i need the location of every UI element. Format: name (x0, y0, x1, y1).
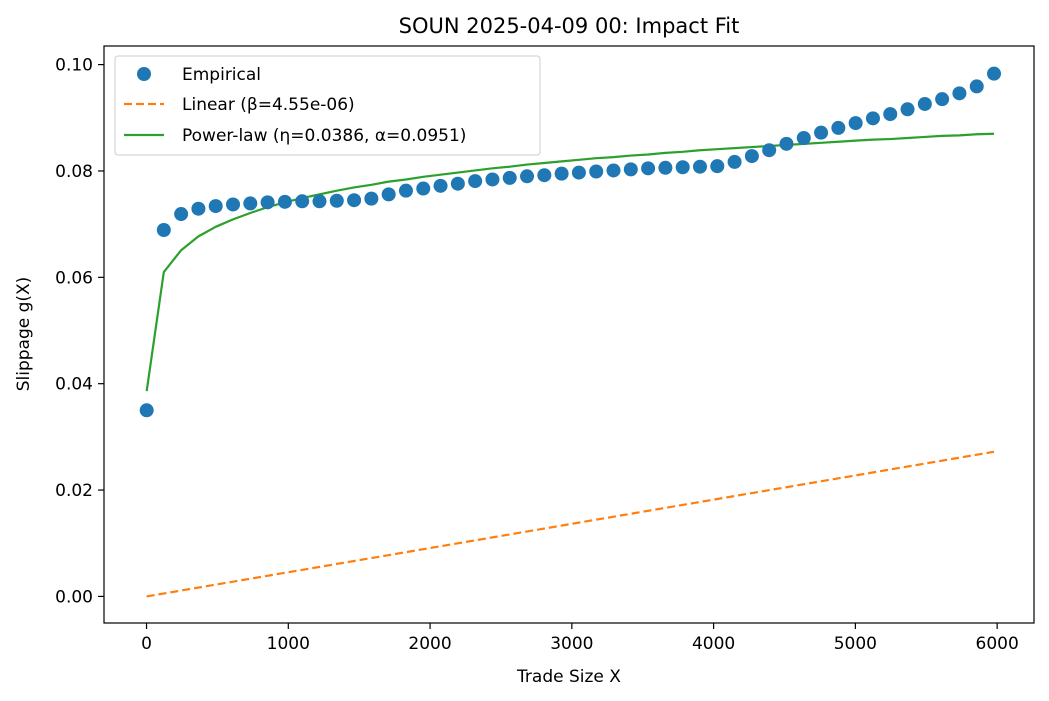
empirical-point (883, 107, 898, 122)
y-tick-label: 0.04 (55, 375, 93, 395)
empirical-point (139, 403, 154, 418)
empirical-point (692, 159, 707, 174)
empirical-point (623, 162, 638, 177)
legend-label-empirical: Empirical (182, 65, 261, 85)
empirical-point (727, 154, 742, 169)
empirical-point (917, 96, 932, 111)
empirical-point (156, 223, 171, 238)
empirical-point (987, 66, 1002, 81)
x-tick-label: 6000 (976, 634, 1019, 654)
y-tick-label: 0.00 (55, 587, 93, 607)
empirical-point (468, 174, 483, 189)
empirical-point (589, 164, 604, 179)
empirical-point (658, 160, 673, 175)
empirical-point (277, 194, 292, 209)
empirical-point (295, 194, 310, 209)
empirical-point (762, 143, 777, 158)
empirical-point (485, 172, 500, 187)
empirical-point (744, 149, 759, 164)
y-axis-label: Slippage g(X) (14, 277, 34, 392)
empirical-point (606, 163, 621, 178)
empirical-point (952, 86, 967, 101)
y-tick-label: 0.06 (55, 268, 93, 288)
y-tick-label: 0.08 (55, 162, 93, 182)
y-axis-ticks: 0.00 0.02 0.04 0.06 0.08 0.10 (55, 56, 104, 607)
plot-frame (103, 45, 1035, 624)
empirical-point (208, 199, 223, 214)
x-tick-label: 0 (141, 634, 152, 654)
empirical-point (520, 169, 535, 184)
empirical-point (814, 125, 829, 140)
empirical-point (433, 178, 448, 193)
x-tick-label: 5000 (834, 634, 877, 654)
empirical-point (347, 193, 362, 208)
empirical-point (416, 181, 431, 196)
empirical-point (935, 92, 950, 107)
empirical-point (312, 194, 327, 209)
empirical-point (191, 201, 206, 216)
x-axis-label: Trade Size X (516, 667, 621, 687)
legend-frame (114, 55, 541, 156)
empirical-point (364, 191, 379, 206)
x-tick-label: 4000 (692, 634, 735, 654)
empirical-point (502, 170, 517, 185)
empirical-point (226, 197, 241, 212)
chart-title: SOUN 2025-04-09 00: Impact Fit (399, 14, 740, 38)
empirical-point (969, 79, 984, 94)
legend-label-linear: Linear (β=4.55e-06) (182, 95, 355, 115)
empirical-point (398, 183, 413, 198)
empirical-point (779, 136, 794, 151)
empirical-point (243, 196, 258, 211)
empirical-point (848, 116, 863, 131)
empirical-point (571, 165, 586, 180)
empirical-point (675, 160, 690, 175)
empirical-point (260, 195, 275, 210)
x-tick-label: 3000 (550, 634, 593, 654)
empirical-point (554, 166, 569, 181)
empirical-point (174, 207, 189, 222)
empirical-point (450, 176, 465, 191)
legend-marker-empirical (137, 67, 151, 81)
legend: Empirical Linear (β=4.55e-06) Power-law … (114, 55, 541, 156)
empirical-point (865, 111, 880, 126)
series-layer (139, 66, 1002, 598)
empirical-point (900, 102, 915, 117)
empirical-point (641, 161, 656, 176)
x-tick-label: 1000 (267, 634, 310, 654)
empirical-point (710, 159, 725, 174)
y-tick-label: 0.10 (55, 56, 93, 76)
empirical-point (831, 120, 846, 135)
empirical-point (796, 131, 811, 146)
y-tick-label: 0.02 (55, 481, 93, 501)
legend-label-power-law: Power-law (η=0.0386, α=0.0951) (182, 126, 466, 146)
empirical-point (329, 193, 344, 208)
empirical-point (381, 187, 396, 202)
empirical-point (537, 168, 552, 183)
x-axis-ticks: 0 1000 2000 3000 4000 5000 6000 (141, 623, 1019, 654)
x-tick-label: 2000 (408, 634, 451, 654)
